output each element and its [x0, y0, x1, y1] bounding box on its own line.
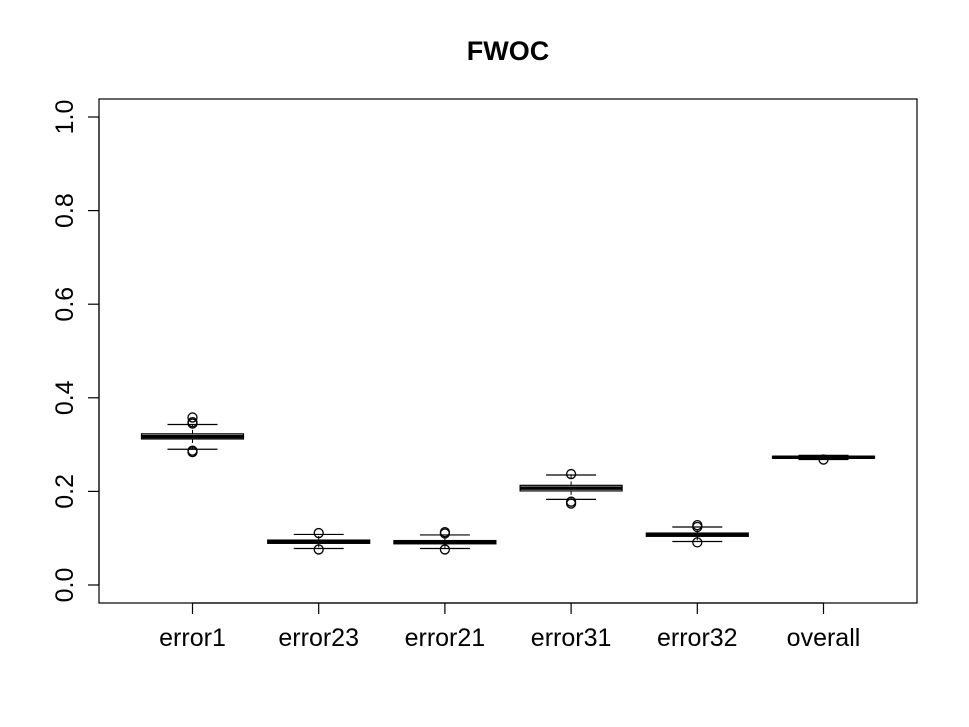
y-tick-label: 0.8 — [51, 193, 79, 228]
outlier-point — [187, 412, 198, 423]
outlier-point — [439, 528, 451, 539]
outlier-point — [187, 418, 198, 429]
box-error23 — [267, 527, 371, 555]
y-tick-label: 0.2 — [51, 474, 79, 509]
outlier-point — [313, 527, 324, 539]
outlier-point — [692, 537, 703, 548]
outlier-point — [313, 544, 324, 555]
box-error1 — [140, 412, 245, 458]
box-overall — [771, 454, 876, 465]
y-tick-label: 0.6 — [51, 287, 79, 322]
outlier-point — [565, 468, 577, 480]
outlier-point — [187, 446, 198, 458]
x-tick-label: error21 — [405, 624, 486, 652]
x-tick-label: error32 — [657, 624, 738, 652]
x-tick-label: error31 — [531, 624, 612, 652]
y-tick-label: 0.0 — [51, 568, 79, 603]
y-tick-label: 0.4 — [51, 380, 79, 415]
x-tick-label: error1 — [159, 624, 226, 652]
x-tick-label: error23 — [278, 624, 359, 652]
box-error31 — [519, 468, 623, 509]
y-axis: 0.0 0.2 0.4 0.6 0.8 1.0 — [51, 100, 100, 603]
box-error32 — [645, 519, 749, 548]
boxes — [140, 412, 876, 555]
outlier-point — [692, 521, 703, 533]
x-axis: error1 error23 error21 error31 error32 overal… — [159, 602, 861, 652]
outlier-point — [439, 544, 451, 555]
box-error21 — [393, 526, 497, 555]
plot-frame — [98, 98, 918, 604]
y-tick-label: 1.0 — [51, 100, 79, 135]
chart-title: FWOC — [467, 36, 549, 66]
outlier-point — [818, 454, 829, 465]
outlier-point — [565, 498, 577, 509]
x-tick-label: overall — [787, 624, 861, 652]
